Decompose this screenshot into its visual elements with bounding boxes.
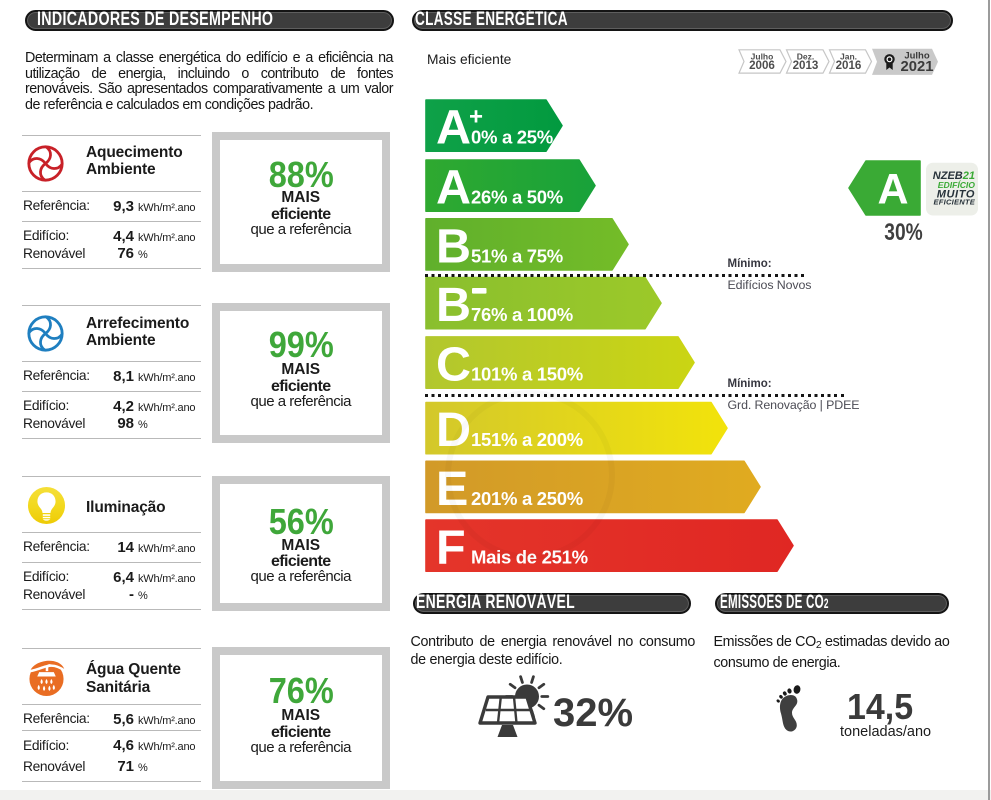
svg-text:C: C: [436, 337, 471, 391]
svg-text:+: +: [469, 104, 483, 131]
svg-text:Jan.: Jan.: [840, 52, 857, 62]
svg-text:Julho: Julho: [904, 50, 930, 61]
svg-text:B: B: [436, 219, 471, 273]
svg-text:Mais de 251%: Mais de 251%: [471, 547, 588, 568]
svg-text:201% a 250%: 201% a 250%: [471, 488, 583, 509]
svg-text:E: E: [436, 462, 468, 516]
svg-text:151% a 200%: 151% a 200%: [471, 429, 583, 450]
svg-text:2006: 2006: [749, 59, 775, 72]
svg-text:Julho: Julho: [751, 52, 774, 62]
svg-text:EDIFÍCIO: EDIFÍCIO: [938, 180, 976, 190]
svg-text:51% a 75%: 51% a 75%: [471, 245, 563, 266]
svg-text:F: F: [436, 521, 466, 575]
svg-text:MUITO: MUITO: [937, 189, 975, 201]
svg-text:NZEB21: NZEB21: [933, 170, 975, 182]
svg-text:2013: 2013: [793, 59, 819, 72]
svg-text:0% a 25%: 0% a 25%: [471, 127, 553, 148]
svg-text:A: A: [436, 101, 471, 155]
svg-text:Dez.: Dez.: [797, 52, 814, 62]
svg-text:A: A: [877, 166, 908, 214]
svg-text:101% a 150%: 101% a 150%: [471, 363, 583, 384]
svg-text:76% a 100%: 76% a 100%: [471, 304, 573, 325]
svg-text:A: A: [436, 161, 471, 215]
svg-text:D: D: [436, 403, 471, 457]
svg-text:2021: 2021: [901, 59, 934, 75]
svg-text:26% a 50%: 26% a 50%: [471, 187, 563, 208]
svg-text:2016: 2016: [836, 59, 862, 72]
svg-text:B: B: [436, 278, 471, 332]
svg-text:EFICIENTE: EFICIENTE: [934, 198, 976, 207]
